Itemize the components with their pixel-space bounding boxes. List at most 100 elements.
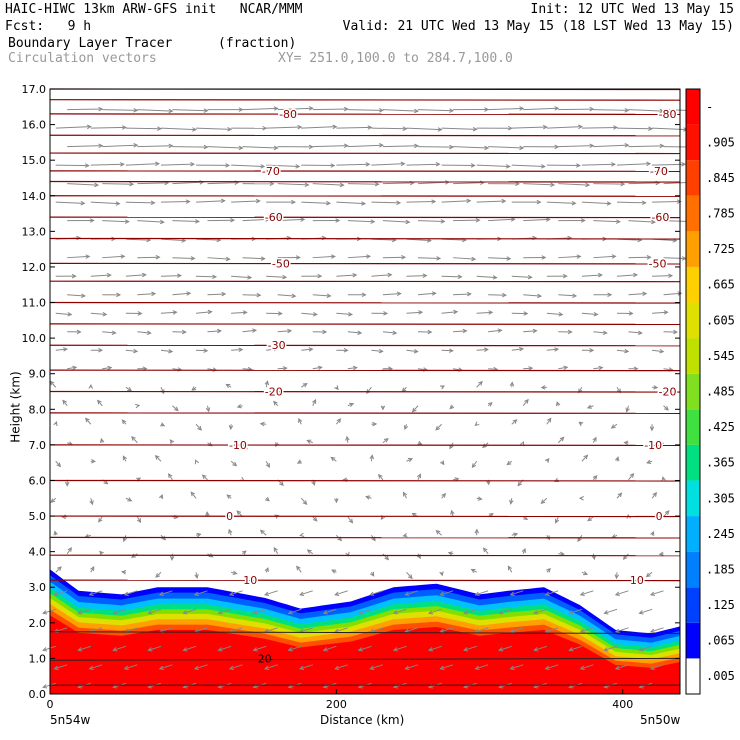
wind-arrowhead	[228, 591, 235, 596]
colorbar-segment	[686, 338, 700, 374]
wind-vector	[616, 201, 646, 204]
wind-arrowhead	[505, 164, 511, 169]
wind-arrowhead	[624, 348, 630, 354]
wind-vector	[335, 590, 348, 596]
wind-vector	[194, 590, 208, 596]
wind-arrowhead	[567, 329, 573, 335]
wind-vector	[406, 571, 413, 579]
wind-vector	[301, 312, 317, 316]
wind-vector	[299, 664, 313, 670]
wind-arrowhead	[416, 473, 422, 479]
wind-arrowhead	[544, 628, 550, 633]
wind-arrowhead	[673, 329, 678, 335]
lower-contour-label: 20	[258, 652, 272, 665]
wind-arrowhead	[568, 610, 574, 615]
wind-arrowhead	[225, 256, 231, 262]
wind-vector	[301, 348, 313, 351]
wind-vector	[102, 109, 138, 111]
wind-vector	[335, 664, 348, 670]
wind-vector	[207, 257, 230, 260]
wind-vector	[581, 274, 602, 277]
temperature-contour	[49, 134, 681, 137]
wind-arrowhead	[157, 126, 162, 131]
wind-vector	[569, 645, 583, 651]
wind-vector	[265, 461, 270, 468]
wind-arrowhead	[191, 386, 197, 391]
temperature-contour	[49, 536, 681, 539]
wind-arrowhead	[131, 435, 136, 441]
wind-arrowhead	[649, 628, 655, 633]
wind-vector	[231, 348, 243, 351]
wind-vector	[190, 491, 197, 499]
wind-arrowhead	[123, 591, 129, 596]
wind-vector	[453, 219, 480, 222]
contour-label: 10	[243, 574, 257, 587]
wind-arrowhead	[427, 610, 434, 615]
wind-arrowhead	[507, 565, 512, 571]
wind-arrowhead	[334, 591, 340, 596]
wind-arrowhead	[297, 124, 303, 130]
wind-vector	[194, 627, 208, 633]
colorbar-segment	[686, 266, 700, 303]
wind-arrowhead	[365, 162, 371, 167]
colorbar-label: .725	[706, 242, 735, 256]
wind-arrowhead	[238, 347, 244, 352]
wind-arrowhead	[439, 571, 444, 577]
wind-arrowhead	[527, 274, 533, 280]
wind-vector	[89, 590, 103, 596]
wind-vector	[405, 664, 419, 670]
wind-arrowhead	[408, 574, 413, 580]
wind-arrowhead	[212, 274, 218, 280]
wind-arrowhead	[326, 200, 332, 206]
wind-arrowhead	[474, 665, 480, 670]
wind-arrowhead	[544, 665, 550, 670]
wind-vector	[89, 664, 103, 670]
wind-vector	[195, 311, 212, 314]
wind-arrowhead	[295, 164, 301, 169]
wind-arrowhead	[230, 217, 236, 223]
wind-arrowhead	[216, 328, 222, 334]
wind-arrowhead	[317, 273, 323, 279]
wind-arrowhead	[265, 217, 271, 222]
wind-vector	[435, 423, 442, 431]
wind-arrowhead	[205, 407, 211, 413]
wind-arrowhead	[279, 481, 284, 486]
wind-arrowhead	[357, 647, 363, 652]
wind-vector	[336, 201, 366, 205]
wind-arrowhead	[336, 418, 342, 424]
wind-arrowhead	[252, 328, 258, 333]
wind-vector	[615, 590, 629, 596]
wind-arrowhead	[509, 499, 514, 505]
wind-vector	[580, 590, 594, 596]
wind-arrowhead	[370, 219, 376, 224]
wind-arrowhead	[287, 328, 293, 334]
wind-arrowhead	[190, 256, 196, 261]
wind-arrowhead	[98, 348, 104, 353]
wind-vector	[102, 183, 134, 185]
wind-vector	[417, 368, 428, 371]
wind-arrowhead	[509, 665, 515, 670]
wind-vector	[231, 200, 260, 203]
wind-arrowhead	[94, 182, 100, 188]
wind-vector	[62, 400, 68, 407]
wind-arrowhead	[287, 647, 293, 652]
wind-arrowhead	[282, 366, 288, 371]
wind-arrowhead	[102, 311, 108, 317]
wind-vector	[347, 255, 370, 259]
x-axis-label: Distance (km)	[320, 713, 405, 727]
wind-arrowhead	[77, 647, 83, 652]
wind-arrowhead	[571, 200, 577, 206]
wind-arrowhead	[463, 647, 469, 652]
wind-arrowhead	[169, 555, 175, 561]
wind-arrowhead	[622, 555, 628, 560]
temperature-contour	[49, 216, 681, 219]
wind-arrowhead	[339, 182, 345, 188]
wind-arrowhead	[345, 435, 350, 441]
y-tick-label: 3.0	[29, 581, 47, 594]
wind-arrowhead	[506, 256, 512, 261]
wind-arrowhead	[255, 198, 261, 204]
wind-arrowhead	[649, 426, 655, 432]
wind-vector	[628, 473, 634, 481]
wind-vector	[545, 664, 559, 670]
wind-arrowhead	[580, 218, 586, 223]
